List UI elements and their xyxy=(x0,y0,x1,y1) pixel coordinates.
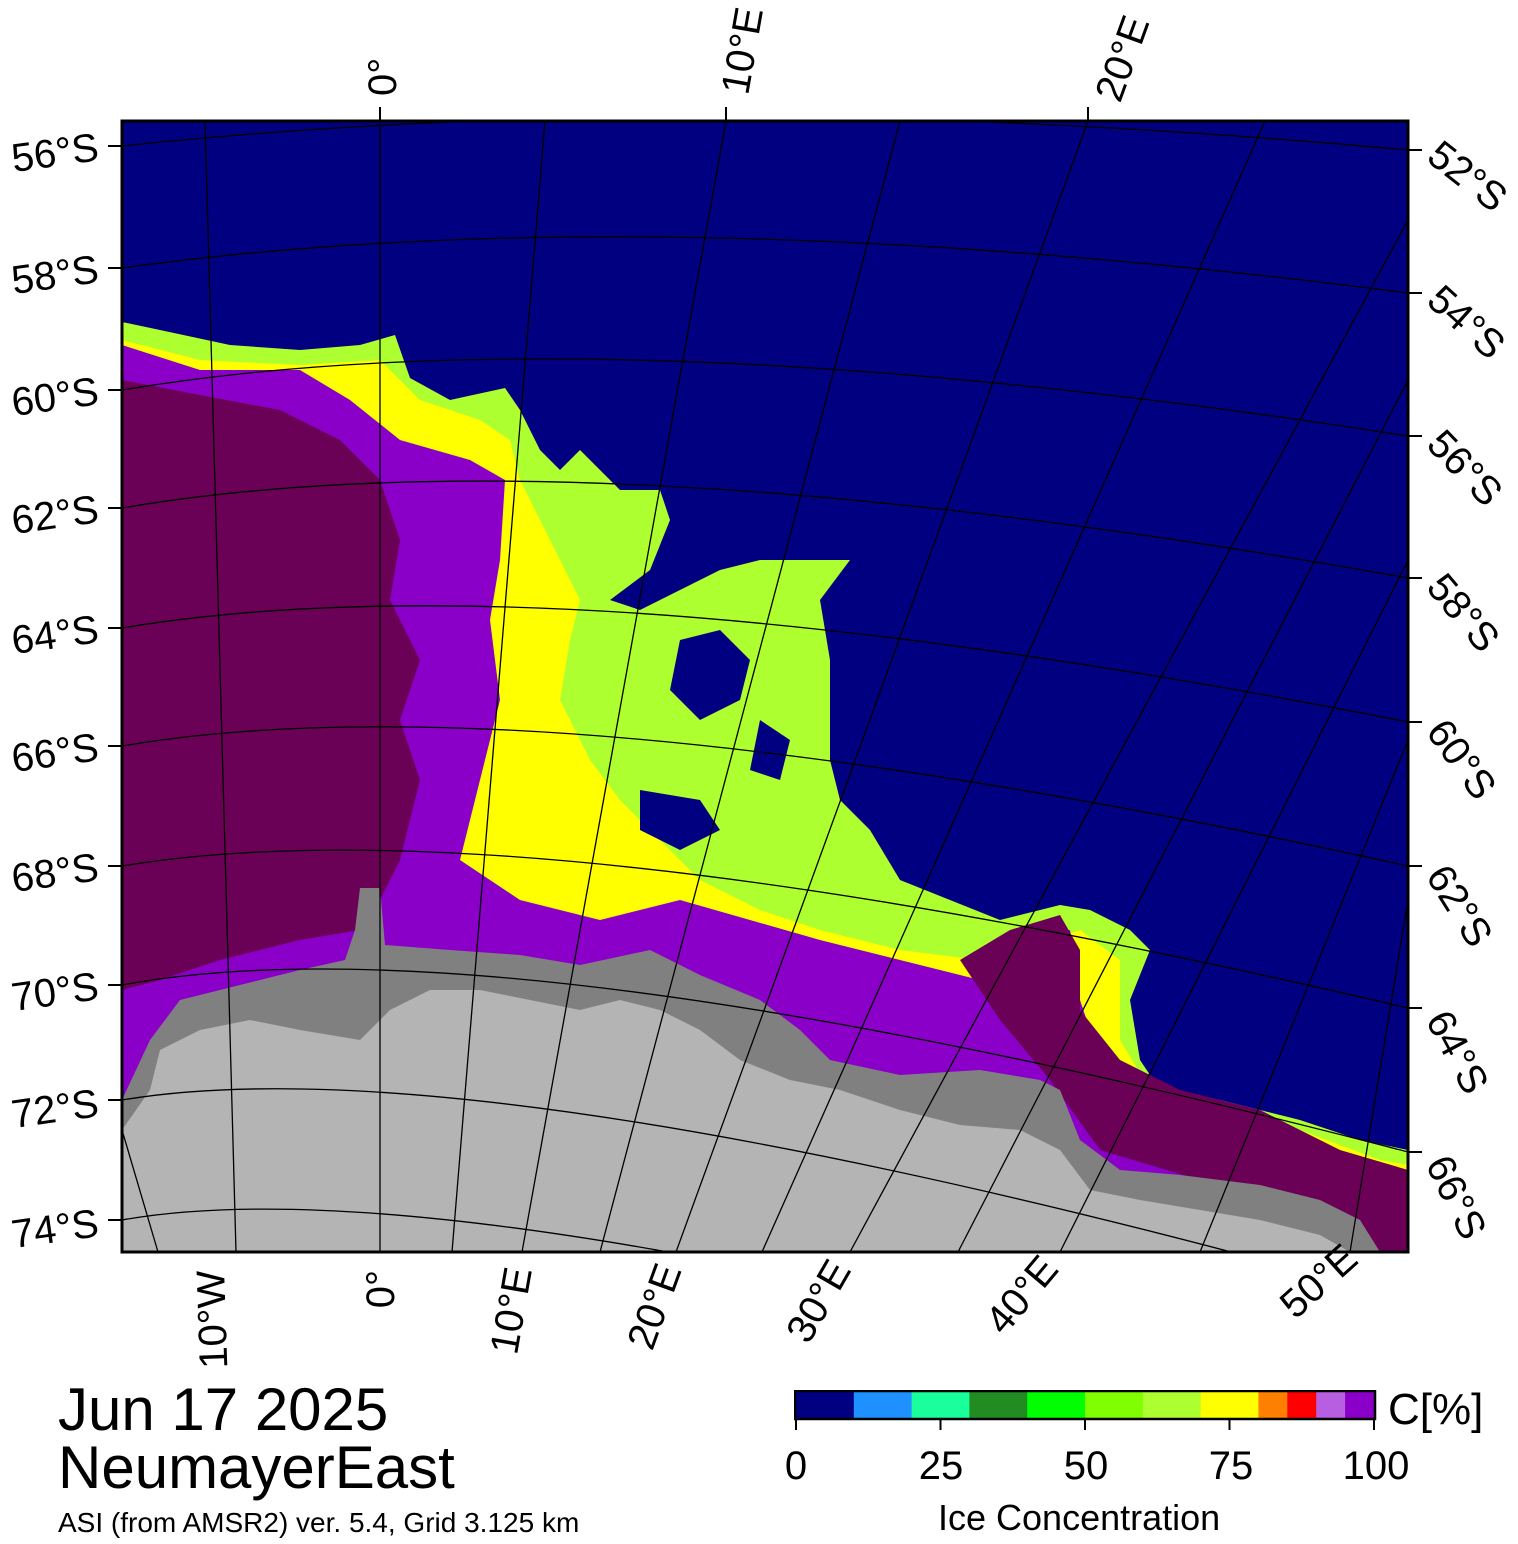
lat-label: 62°S xyxy=(1417,857,1501,954)
lon-label: 10°E xyxy=(482,1264,540,1357)
lat-label: 64°S xyxy=(9,607,101,663)
right-latitude-labels: 52°S 54°S 56°S 58°S 60°S 62°S 64°S 66°S xyxy=(1417,132,1515,1246)
meridian-20E xyxy=(675,121,1089,1252)
colorbar-tick-label: 75 xyxy=(1208,1444,1254,1488)
colorbar-bin xyxy=(1345,1392,1375,1418)
bottom-longitude-labels: 10°W 0° 10°E 20°E 30°E 40°E 50°E xyxy=(189,1236,1366,1369)
lon-label: 30°E xyxy=(778,1253,860,1350)
parallel-72S xyxy=(122,1088,1234,1252)
lat-label: 66°S xyxy=(9,725,101,781)
lon-label: 0° xyxy=(359,1270,403,1308)
colorbar-bin xyxy=(1316,1392,1346,1418)
lat-label: 70°S xyxy=(9,964,101,1020)
open-water-bay xyxy=(640,790,720,850)
meridian-30E xyxy=(849,219,1408,1252)
meridian-extra-f xyxy=(122,1129,159,1252)
meridian-extra-d xyxy=(957,379,1408,1252)
colorbar-unit: C[%] xyxy=(1388,1385,1484,1434)
meridian-extra-b xyxy=(599,121,901,1252)
meridian-extra-a xyxy=(451,121,546,1252)
open-water-polynya xyxy=(670,630,750,720)
parallel-56S xyxy=(122,121,1408,151)
lat-label: 58°S xyxy=(1418,566,1508,661)
lat-label: 72°S xyxy=(9,1081,101,1137)
colorbar-tick-label: 100 xyxy=(1342,1444,1410,1488)
meridian-10E xyxy=(521,121,727,1252)
tick-marks xyxy=(108,107,1422,1221)
colorbar-bin xyxy=(796,1392,855,1418)
map-date: Jun 17 2025 xyxy=(58,1376,389,1443)
sea-ice-consolidated-east xyxy=(960,915,1408,1252)
sea-ice-map: 56°S 58°S 60°S 62°S 64°S 66°S 68°S 70°S … xyxy=(9,4,1515,1369)
parallel-66S xyxy=(122,726,1408,867)
lat-label: 62°S xyxy=(9,487,101,543)
lat-label: 56°S xyxy=(9,125,101,181)
meridian-extra-c xyxy=(761,121,1266,1252)
colorbar-bin xyxy=(1142,1392,1202,1418)
lat-label: 56°S xyxy=(1419,422,1511,515)
colorbar-tick-label: 0 xyxy=(784,1444,808,1488)
lon-label: 20°E xyxy=(619,1258,690,1355)
top-longitude-labels: 0° 10°E 20°E xyxy=(361,4,1158,107)
parallel-58S xyxy=(122,236,1408,294)
parallel-64S xyxy=(122,605,1408,723)
sea-ice-consolidated-zone xyxy=(122,380,420,990)
lat-label: 52°S xyxy=(1419,132,1515,220)
left-latitude-labels: 56°S 58°S 60°S 62°S 64°S 66°S 68°S 70°S … xyxy=(9,125,101,1257)
colorbar-bin xyxy=(1027,1392,1086,1418)
lat-label: 58°S xyxy=(9,247,101,303)
lat-label: 60°S xyxy=(9,369,101,425)
meridian-extra-e xyxy=(1199,739,1408,1252)
region-name: NeumayerEast xyxy=(58,1434,455,1501)
lat-label: 60°S xyxy=(1418,711,1505,807)
map-frame xyxy=(120,119,1410,1254)
map-frame-content xyxy=(122,121,1408,1252)
meridian-40E xyxy=(1059,559,1408,1252)
meridian-10W xyxy=(204,121,237,1252)
parallel-62S xyxy=(122,480,1408,579)
graticule xyxy=(122,121,1408,1252)
lat-label: 54°S xyxy=(1419,277,1513,368)
colorbar-bin xyxy=(1287,1392,1317,1418)
colorbar-bin xyxy=(969,1392,1028,1418)
lat-label: 64°S xyxy=(1417,1004,1497,1102)
antarctic-land xyxy=(122,990,1350,1252)
colorbar-bin xyxy=(1200,1392,1259,1418)
colorbar-title: Ice Concentration xyxy=(938,1497,1221,1538)
colorbar-bin xyxy=(1085,1392,1144,1418)
data-source: ASI (from AMSR2) ver. 5.4, Grid 3.125 km xyxy=(58,1507,580,1538)
lon-label: 20°E xyxy=(1087,10,1158,107)
lon-label: 40°E xyxy=(977,1248,1067,1343)
lon-label: 10°W xyxy=(189,1269,236,1369)
meridian-50E xyxy=(1349,899,1408,1252)
parallel-68S xyxy=(122,849,1408,1009)
colorbar xyxy=(794,1390,1377,1430)
colorbar-bin xyxy=(1258,1392,1288,1418)
colorbar-tick-label: 50 xyxy=(1063,1444,1109,1488)
lon-label: 0° xyxy=(361,58,405,96)
lat-label: 66°S xyxy=(1417,1149,1495,1247)
colorbar-tick-label: 25 xyxy=(918,1444,964,1488)
lat-label: 74°S xyxy=(9,1201,101,1257)
parallel-70S xyxy=(122,968,1408,1153)
colorbar-bin xyxy=(853,1392,913,1418)
parallel-74S xyxy=(122,1208,672,1252)
lon-label: 10°E xyxy=(714,4,772,97)
colorbar-bin xyxy=(911,1392,970,1418)
open-water-inlet xyxy=(750,720,790,780)
lat-label: 68°S xyxy=(9,845,101,901)
